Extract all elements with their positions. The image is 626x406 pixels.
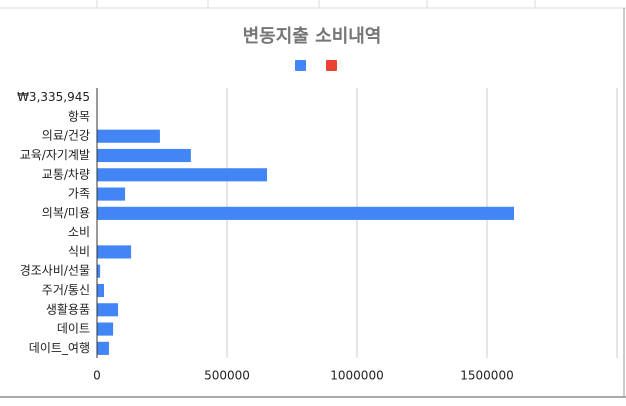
y-tick-label: 데이트: [57, 322, 90, 336]
legend-swatch: [295, 60, 306, 71]
y-tick-label: 교통/차량: [42, 167, 90, 181]
sheet-grid: [0, 0, 626, 9]
bar: [97, 206, 515, 220]
bar: [97, 148, 191, 163]
bar: [97, 341, 109, 355]
bar: [97, 187, 126, 201]
bar: [97, 283, 105, 298]
x-tick-label: 0: [93, 369, 101, 383]
legend-swatch: [326, 60, 337, 71]
chart-title: 변동지출 소비내역: [243, 26, 382, 47]
bar: [97, 322, 114, 336]
x-tick-label: 1500000: [460, 369, 513, 383]
y-tick-label: 주거/통신: [42, 283, 90, 297]
y-tick-label: 식비: [68, 244, 90, 258]
x-tick-label: 500000: [204, 369, 250, 383]
bar: [97, 303, 119, 317]
y-tick-label: 생활용품: [46, 302, 90, 316]
y-tick-label: 경조사비/선물: [20, 264, 90, 278]
y-tick-label: 소비: [68, 225, 90, 239]
bar: [97, 264, 101, 278]
bar: [97, 168, 268, 182]
y-tick-label: 항목: [68, 109, 90, 123]
y-tick-label: ₩3,335,945: [17, 90, 90, 104]
y-tick-label: 의료/건강: [42, 129, 90, 143]
y-tick-label: 교육/자기계발: [20, 148, 90, 162]
y-tick-label: 의복/미용: [42, 206, 90, 220]
y-tick-label: 가족: [68, 187, 90, 201]
x-tick-label: 1000000: [330, 369, 383, 383]
bar: [97, 129, 160, 143]
bar: [97, 245, 132, 259]
y-tick-label: 데이트_여행: [29, 340, 90, 355]
